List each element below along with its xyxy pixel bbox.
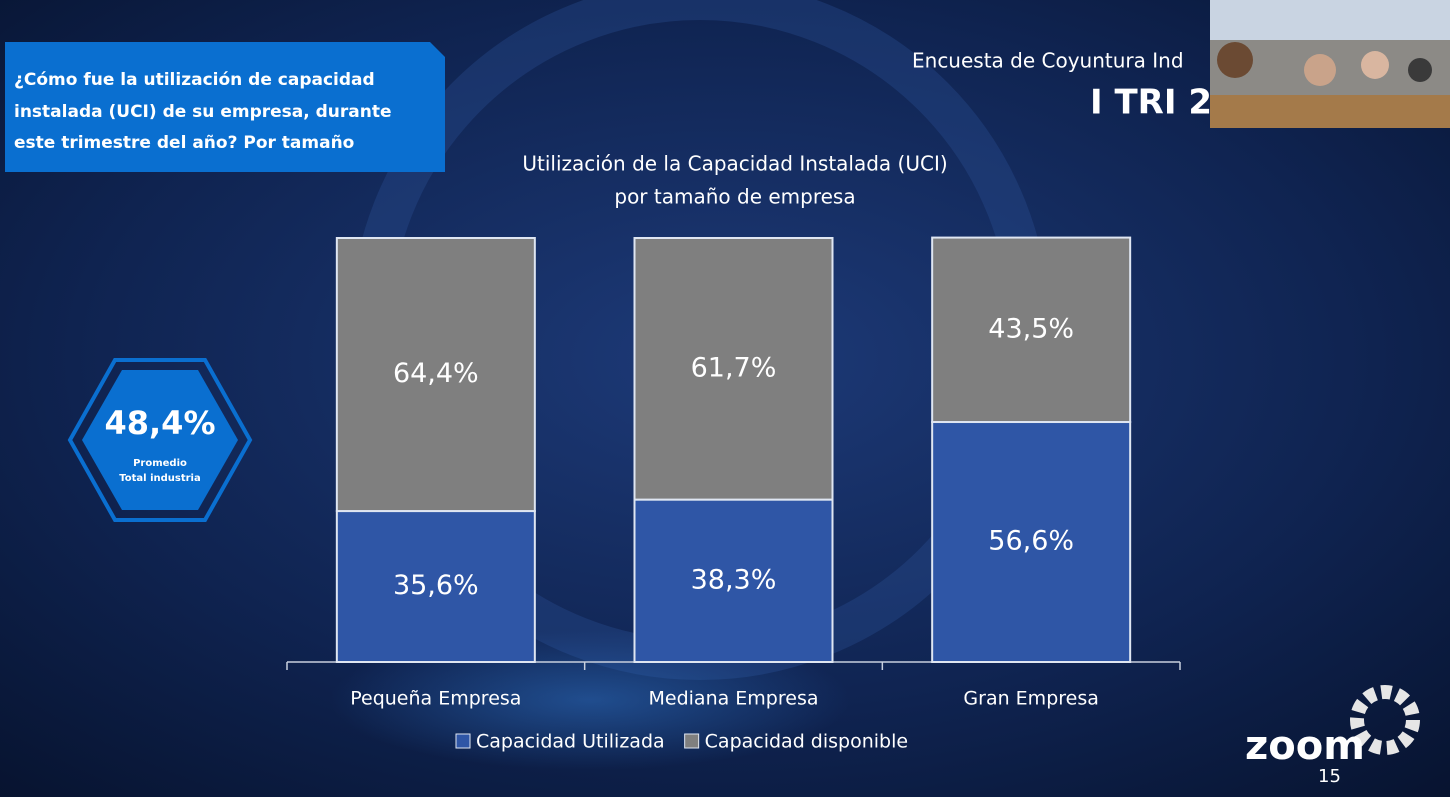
legend-label: Capacidad Utilizada <box>476 731 665 753</box>
legend-label: Capacidad disponible <box>705 731 908 753</box>
value-label: 38,3% <box>691 564 777 595</box>
value-label: 61,7% <box>691 352 777 383</box>
kpi-hexagon <box>82 370 238 510</box>
kpi-caption: Promedio <box>133 458 187 469</box>
plot: 35,6% 64,4% Pequeña Empresa 38,3% 61,7% Media… <box>286 236 1181 753</box>
value-label: 56,6% <box>988 526 1074 557</box>
webcam-person <box>1217 42 1253 78</box>
page-number: 15 <box>1318 766 1341 787</box>
kpi-value: 48,4% <box>104 404 215 442</box>
webcam <box>1210 0 1450 128</box>
legend-swatch <box>684 733 700 749</box>
question-box <box>5 42 445 172</box>
bar-segment <box>633 237 834 501</box>
kpi-badge: 48,4% Promedio Total industria <box>67 358 253 522</box>
webcam-table <box>1210 95 1450 128</box>
bar-segment <box>335 237 536 513</box>
bar-segment <box>335 510 536 663</box>
x-tick-label: Mediana Empresa <box>649 688 819 710</box>
value-label: 43,5% <box>988 313 1074 344</box>
bar-segment <box>633 498 834 663</box>
legend-swatch <box>455 733 471 749</box>
value-label: 35,6% <box>393 570 479 601</box>
webcam-person <box>1361 51 1389 79</box>
question-line: este trimestre del año? Por tamaño <box>14 133 354 153</box>
bar-segment <box>931 421 1132 663</box>
period: I TRI 2 <box>1090 83 1212 123</box>
webcam-person <box>1408 58 1432 82</box>
question: ¿Cómo fue la utilización de capacidad in… <box>14 70 392 153</box>
zoom-logo: zoom 15 <box>1245 685 1420 787</box>
zoom-text: zoom <box>1245 723 1365 769</box>
value-label: 64,4% <box>393 358 479 389</box>
webcam-wall <box>1210 0 1450 40</box>
x-tick-label: Pequeña Empresa <box>350 688 521 710</box>
chart-title: por tamaño de empresa <box>614 185 855 209</box>
chart-title: Utilización de la Capacidad Instalada (U… <box>522 152 947 176</box>
x-tick-label: Gran Empresa <box>963 688 1098 710</box>
question-line: ¿Cómo fue la utilización de capacidad <box>14 70 375 90</box>
zoom-mark <box>1350 685 1420 755</box>
webcam-person <box>1304 54 1336 86</box>
kpi-outer <box>67 358 253 522</box>
bar-segment <box>931 236 1132 424</box>
kpi-caption: Total industria <box>119 473 200 484</box>
question-line: instalada (UCI) de su empresa, durante <box>14 102 392 122</box>
header: Encuesta de Coyuntura Ind <box>912 49 1184 73</box>
